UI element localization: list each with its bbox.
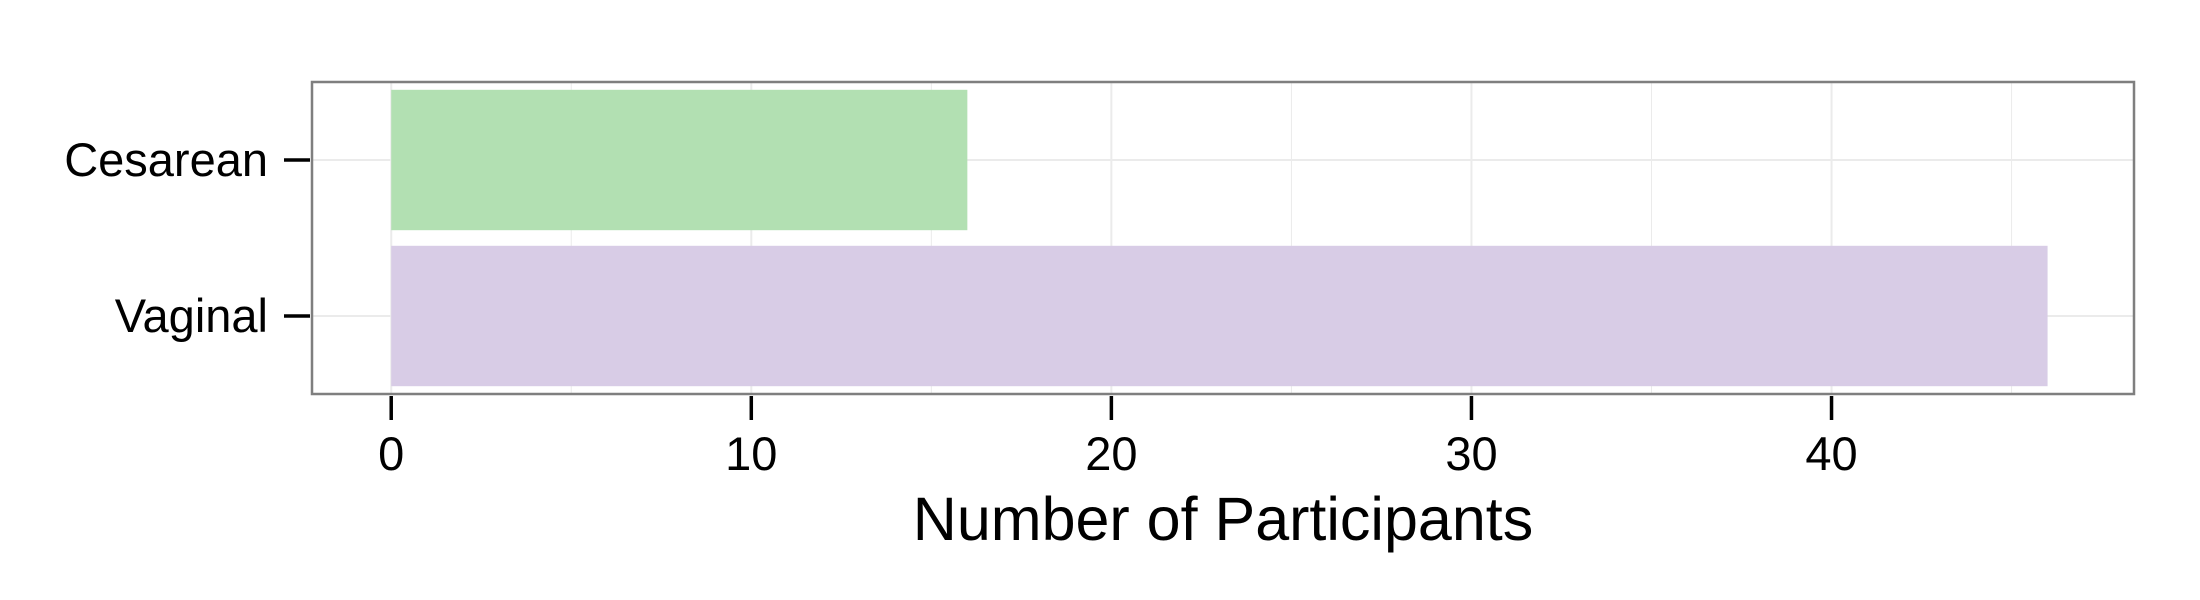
y-tick-label-vaginal: Vaginal [115,289,268,342]
bar-vaginal [391,245,2048,387]
y-tick-label-cesarean: Cesarean [64,133,268,186]
x-tick-label-40: 40 [1805,427,1857,480]
y-axis-ticks: Vaginal Cesarean [64,133,310,342]
x-tick-label-0: 0 [378,427,404,480]
plot-panel-border [310,80,2136,396]
bar-cesarean [391,89,968,231]
x-axis-ticks: 0 10 20 30 40 [378,396,1858,480]
x-tick-label-20: 20 [1085,427,1137,480]
bars [391,89,2048,387]
x-axis-title: Number of Participants [913,485,1533,553]
x-tick-label-10: 10 [725,427,777,480]
x-tick-label-30: 30 [1445,427,1497,480]
